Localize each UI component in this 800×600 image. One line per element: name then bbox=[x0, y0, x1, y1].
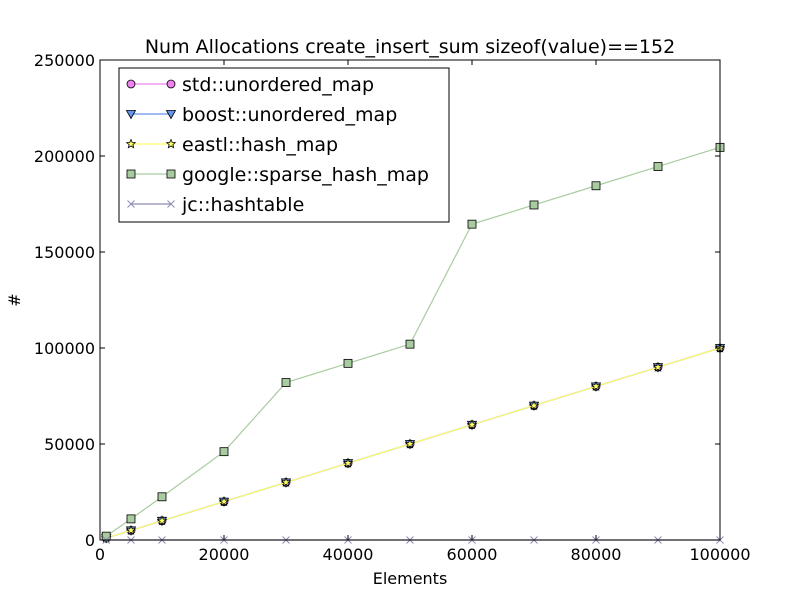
x-tick-label: 100000 bbox=[689, 545, 750, 564]
x-tick-label: 20000 bbox=[199, 545, 250, 564]
data-point-2-4 bbox=[280, 476, 292, 487]
y-tick-label: 0 bbox=[85, 531, 95, 550]
data-point-2-1 bbox=[125, 524, 137, 535]
legend-item-1: boost::unordered_map bbox=[125, 104, 397, 126]
legend-marker bbox=[166, 169, 176, 179]
x-tick-label: 80000 bbox=[571, 545, 622, 564]
series-line-2 bbox=[106, 347, 721, 539]
y-tick-label: 250000 bbox=[34, 51, 95, 70]
legend-label: std::unordered_map bbox=[182, 74, 374, 96]
data-point-2-6 bbox=[404, 438, 416, 449]
x-tick-label: 0 bbox=[95, 545, 105, 564]
legend-marker bbox=[125, 138, 137, 149]
y-tick-label: 200000 bbox=[34, 147, 95, 166]
legend-box bbox=[118, 67, 450, 223]
legend-label: eastl::hash_map bbox=[182, 134, 338, 156]
data-point-3-7 bbox=[467, 219, 477, 229]
plot-frame bbox=[99, 59, 721, 541]
chart-title: Num Allocations create_insert_sum sizeof… bbox=[145, 36, 675, 58]
legend-item-3: google::sparse_hash_map bbox=[126, 164, 429, 186]
x-axis-label: Elements bbox=[373, 569, 448, 588]
data-point-2-3 bbox=[218, 496, 230, 507]
legend-marker bbox=[165, 110, 177, 120]
legend-label: jc::hashtable bbox=[181, 194, 304, 216]
legend-marker bbox=[125, 110, 137, 120]
legend-label: google::sparse_hash_map bbox=[182, 164, 429, 186]
data-point-3-9 bbox=[591, 181, 601, 191]
legend-marker bbox=[165, 138, 177, 149]
legend-marker bbox=[166, 79, 176, 89]
data-point-2-8 bbox=[528, 400, 540, 411]
x-tick-label: 60000 bbox=[447, 545, 498, 564]
data-point-3-4 bbox=[281, 378, 291, 387]
legend-label: boost::unordered_map bbox=[182, 104, 397, 126]
data-point-2-9 bbox=[590, 380, 602, 391]
data-point-3-3 bbox=[219, 447, 229, 457]
legend-marker bbox=[126, 79, 136, 89]
data-point-3-6 bbox=[405, 339, 415, 349]
y-tick-label: 150000 bbox=[34, 243, 95, 262]
data-point-3-8 bbox=[529, 200, 539, 210]
x-tick-label: 40000 bbox=[323, 545, 374, 564]
data-point-3-5 bbox=[343, 358, 353, 368]
y-tick-label: 50000 bbox=[44, 435, 95, 454]
legend-item-0: std::unordered_map bbox=[126, 74, 374, 96]
data-point-3-2 bbox=[157, 492, 167, 502]
legend-marker bbox=[167, 200, 175, 208]
data-point-2-5 bbox=[342, 457, 354, 468]
legend: std::unordered_mapboost::unordered_mapea… bbox=[118, 67, 450, 223]
legend-item-4: jc::hashtable bbox=[127, 194, 304, 216]
legend-marker bbox=[127, 200, 135, 208]
series-2 bbox=[100, 342, 726, 543]
legend-item-2: eastl::hash_map bbox=[125, 134, 338, 156]
series-line-3 bbox=[105, 146, 721, 537]
data-point-3-1 bbox=[126, 514, 136, 524]
data-point-2-7 bbox=[466, 419, 478, 430]
y-axis-label: # bbox=[5, 293, 24, 306]
data-point-2-2 bbox=[156, 515, 168, 526]
data-point-3-10 bbox=[653, 162, 663, 171]
data-point-2-10 bbox=[652, 361, 664, 372]
data-point-3-0 bbox=[101, 531, 111, 541]
legend-marker bbox=[126, 169, 136, 179]
y-tick-label: 100000 bbox=[34, 339, 95, 358]
